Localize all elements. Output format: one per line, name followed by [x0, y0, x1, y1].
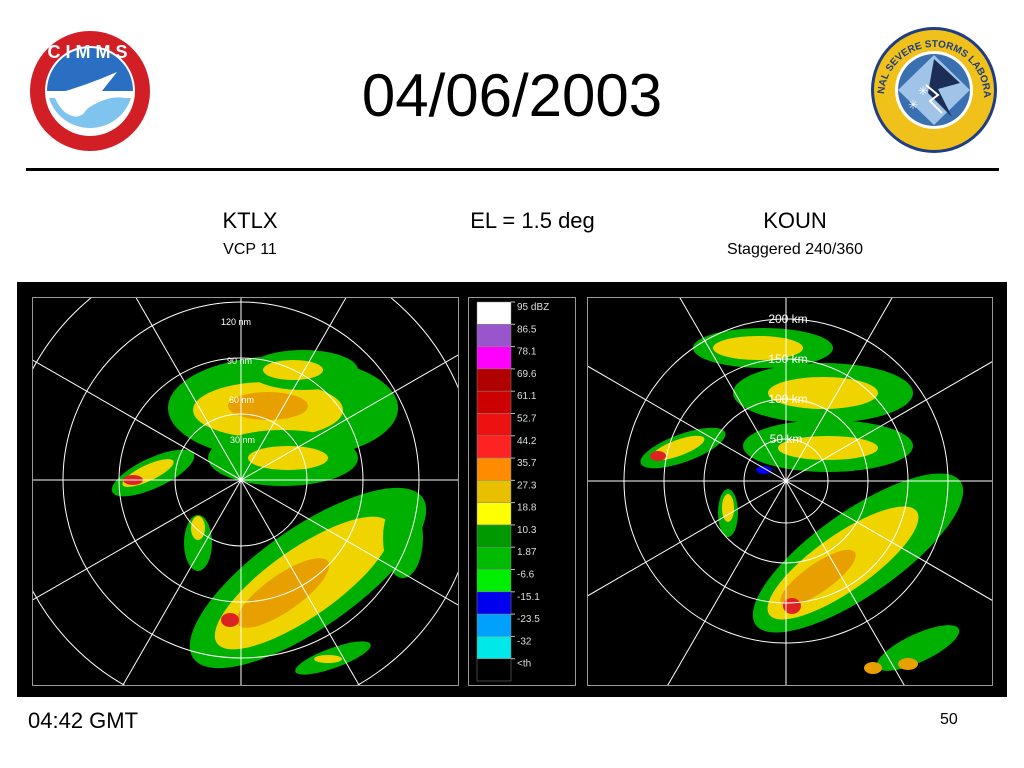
page-title: 04/06/2003 — [361, 62, 663, 129]
colorbar-label: -32 — [517, 636, 532, 647]
colorbar-swatch — [476, 502, 512, 526]
colorbar-swatch — [476, 658, 512, 682]
colorbar-swatch — [476, 368, 512, 392]
title-divider — [26, 168, 999, 171]
colorbar-label: 78.1 — [517, 347, 537, 358]
colorbar-swatch — [476, 390, 512, 414]
cimms-logo: CIMMS — [25, 28, 155, 154]
nssl-logo: ✳ ✳ NATIONAL SEVERE STORMS LABORATORY — [864, 17, 1000, 155]
left-radar-mode: VCP 11 — [223, 241, 277, 258]
colorbar-label: -6.6 — [517, 570, 535, 581]
ktlx-ring-label-120: 120 nm — [221, 317, 251, 327]
radar-panel: 120 nm 90 nm 60 nm 30 nm 95 dBZ 86.5 78.1 6… — [17, 282, 1007, 697]
colorbar-swatch — [476, 413, 512, 437]
ktlx-ppi-image: 120 nm 90 nm 60 nm 30 nm — [32, 297, 459, 686]
right-radar-mode: Staggered 240/360 — [726, 241, 864, 258]
colorbar-label: 27.3 — [517, 480, 537, 491]
colorbar-label: 69.6 — [517, 369, 537, 380]
colorbar-label: <th — [517, 659, 531, 670]
ktlx-ring-label-90: 90 nm — [227, 356, 252, 366]
colorbar-label: 95 dBZ — [517, 302, 549, 313]
colorbar-swatch — [476, 435, 512, 459]
koun-ring-label-150: 150 km — [768, 352, 807, 366]
colorbar-swatch — [476, 301, 512, 325]
colorbar-swatch — [476, 546, 512, 570]
colorbar-label: 10.3 — [517, 525, 537, 536]
cimms-logo-text: CIMMS — [48, 42, 133, 62]
page-number: 50 — [940, 711, 958, 728]
koun-ring-label-50: 50 km — [770, 432, 803, 446]
colorbar-label: 52.7 — [517, 413, 537, 424]
colorbar-label: 86.5 — [517, 324, 537, 335]
koun-ppi-image: 200 km 150 km 100 km 50 km — [587, 297, 993, 686]
colorbar-swatch — [476, 636, 512, 659]
footer-time: 04:42 GMT — [28, 708, 139, 733]
ktlx-ring-label-60: 60 nm — [229, 395, 254, 405]
reflectivity-colorbar: 95 dBZ 86.5 78.1 69.6 61.1 52.7 44.2 35.7 27.3 18… — [468, 297, 576, 686]
colorbar-swatch — [476, 613, 512, 637]
colorbar-swatch — [476, 457, 512, 481]
right-radar-name: KOUN — [763, 208, 827, 233]
colorbar-swatch — [476, 569, 512, 593]
colorbar-label: 61.1 — [517, 391, 537, 402]
colorbar-label: -23.5 — [517, 614, 540, 625]
svg-text:✳: ✳ — [918, 84, 928, 98]
colorbar-swatch — [476, 480, 512, 503]
koun-ring-label-100: 100 km — [768, 392, 807, 406]
colorbar-label: 18.8 — [517, 503, 537, 514]
colorbar-swatch — [476, 524, 512, 548]
colorbar-swatch — [476, 324, 512, 347]
colorbar-swatch — [476, 346, 512, 370]
colorbar-label: 35.7 — [517, 458, 537, 469]
colorbar-label: 1.87 — [517, 547, 537, 558]
left-radar-name: KTLX — [222, 208, 278, 233]
ktlx-ring-label-30: 30 nm — [230, 435, 255, 445]
colorbar-label: 44.2 — [517, 436, 537, 447]
koun-ring-label-200: 200 km — [768, 312, 807, 326]
colorbar-label: -15.1 — [517, 592, 540, 603]
svg-text:✳: ✳ — [908, 98, 918, 112]
colorbar-swatch — [476, 591, 512, 615]
elevation-label: EL = 1.5 deg — [470, 208, 595, 233]
